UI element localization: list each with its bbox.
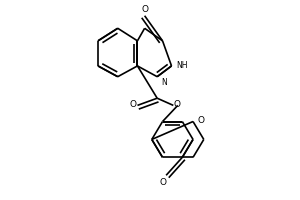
Text: O: O [174, 100, 181, 109]
Text: O: O [197, 116, 205, 125]
Text: O: O [130, 100, 136, 109]
Text: O: O [141, 5, 148, 14]
Text: N: N [161, 78, 167, 87]
Text: NH: NH [176, 61, 188, 70]
Text: O: O [159, 178, 166, 187]
